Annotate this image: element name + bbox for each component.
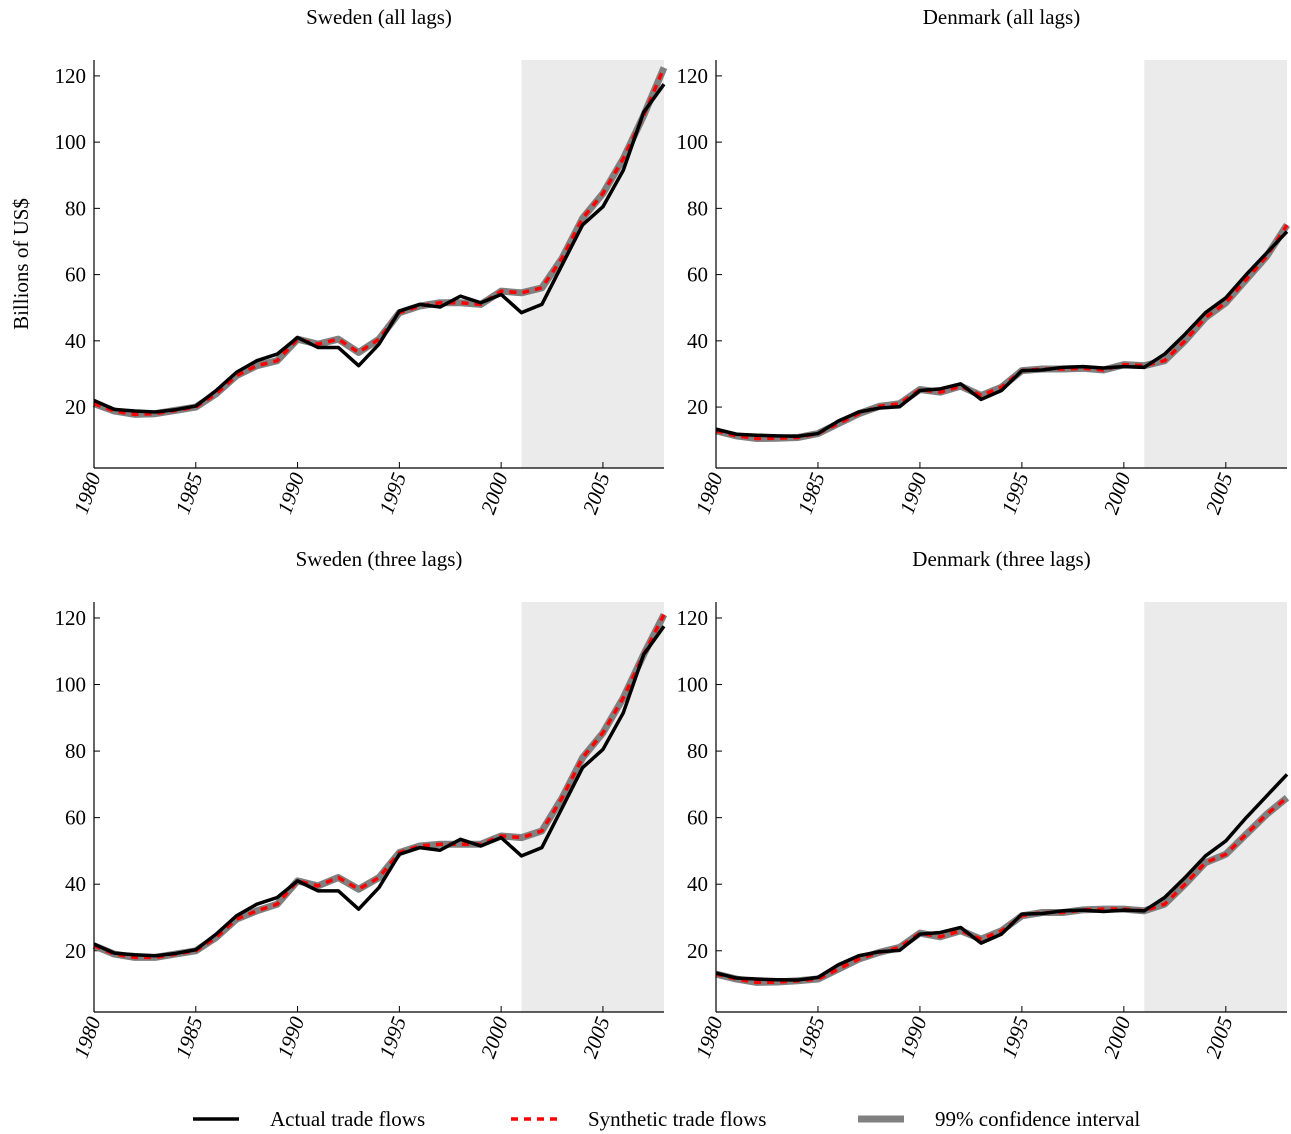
y-tick-label: 80 [687,196,708,220]
x-tick-label: 1985 [793,1014,830,1062]
y-tick-label: 40 [687,329,708,353]
y-tick-label: 60 [687,806,708,830]
panel-title: Denmark (three lags) [912,547,1090,571]
y-tick-label: 20 [687,395,708,419]
panel: Sweden (all lags) Billions of US$ 20 40 60 80… [9,5,668,518]
panel: Sweden (three lags) 20 40 60 80 100 120 1980 198… [55,547,668,1062]
x-tick-label: 1995 [374,470,411,518]
shaded-region [1144,60,1287,468]
legend-label: Synthetic trade flows [588,1107,766,1131]
panel-title: Sweden (all lags) [306,5,452,29]
x-tick-label: 2005 [1201,1014,1238,1062]
y-tick-label: 120 [677,64,709,88]
panel-title: Denmark (all lags) [923,5,1080,29]
series-line [715,773,1289,982]
panel-title: Sweden (three lags) [296,547,463,571]
x-tick-label: 1985 [793,470,830,518]
series-line [715,230,1289,438]
y-tick-label: 100 [55,673,87,697]
x-tick-label: 1980 [69,1013,106,1061]
series-line [93,625,666,958]
y-tick-label: 80 [687,739,708,763]
shaded-region [1144,602,1287,1012]
panel: Denmark (three lags) 20 40 60 80 100 120 1980 19… [677,547,1290,1062]
y-tick-label: 40 [65,872,86,896]
x-tick-label: 1980 [691,1013,728,1061]
x-tick-label: 1990 [272,469,309,517]
y-tick-label: 20 [65,395,86,419]
y-tick-label: 60 [65,806,86,830]
y-tick-label: 100 [55,130,87,154]
x-tick-label: 2005 [578,1014,615,1062]
panel: Denmark (all lags) 20 40 60 80 100 120 1980 1985… [677,5,1290,518]
y-tick-label: 100 [677,673,709,697]
x-tick-label: 2000 [1099,1013,1136,1061]
legend-label: Actual trade flows [270,1107,425,1131]
shaded-region [521,602,664,1012]
x-tick-label: 2005 [1201,470,1238,518]
y-tick-label: 120 [55,64,87,88]
x-tick-label: 2000 [476,469,513,517]
y-tick-label: 40 [65,329,86,353]
y-tick-label: 40 [687,872,708,896]
legend-label: 99% confidence interval [935,1107,1140,1131]
x-tick-label: 1990 [895,1013,932,1061]
y-tick-label: 120 [677,606,709,630]
x-tick-label: 1995 [997,470,1034,518]
y-tick-label: 120 [55,606,87,630]
x-tick-label: 1990 [272,1013,309,1061]
x-tick-label: 1980 [691,469,728,517]
y-tick-label: 80 [65,739,86,763]
x-tick-label: 1985 [171,470,208,518]
x-tick-label: 2000 [476,1013,513,1061]
x-tick-label: 1995 [374,1014,411,1062]
y-tick-label: 20 [687,939,708,963]
y-tick-label: 60 [687,263,708,287]
y-tick-label: 80 [65,196,86,220]
y-tick-label: 20 [65,939,86,963]
x-tick-label: 2000 [1099,469,1136,517]
x-tick-label: 2005 [578,470,615,518]
x-tick-label: 1990 [895,469,932,517]
legend: Actual trade flows Synthetic trade flows 9… [193,1107,1140,1131]
series-line [93,83,666,414]
x-tick-label: 1985 [171,1014,208,1062]
y-tick-label: 60 [65,263,86,287]
y-axis-label: Billions of US$ [9,198,33,330]
x-tick-label: 1980 [69,469,106,517]
y-tick-label: 100 [677,130,709,154]
x-tick-label: 1995 [997,1014,1034,1062]
